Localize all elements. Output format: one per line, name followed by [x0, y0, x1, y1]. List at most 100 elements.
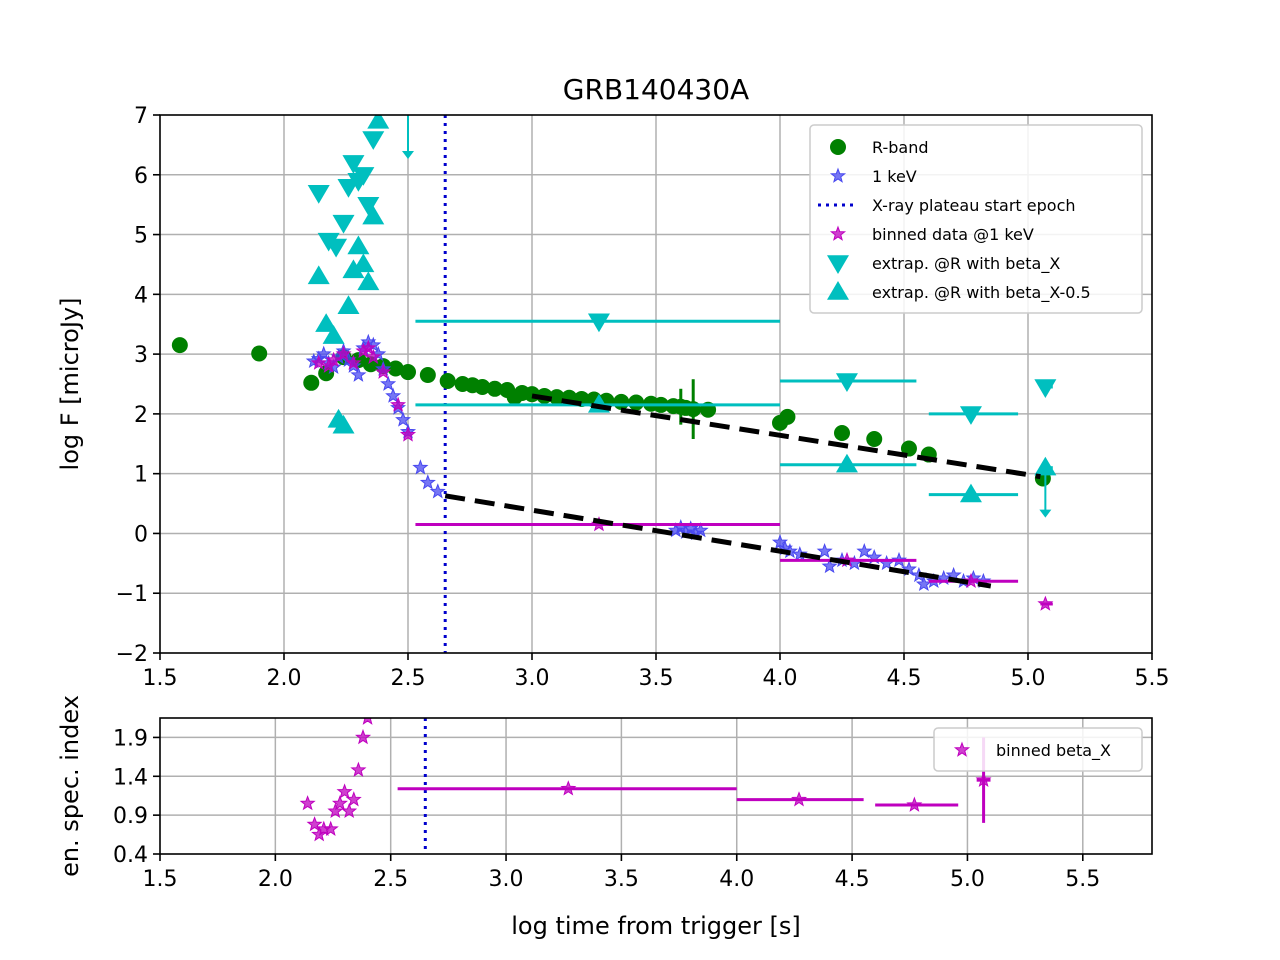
data-point [412, 459, 429, 475]
data-point [380, 375, 397, 391]
data-point [975, 771, 992, 787]
data-point [352, 253, 375, 273]
y-tick-label: 0.9 [113, 804, 148, 829]
y-tick-label: 0.4 [113, 843, 148, 868]
data-point [315, 345, 332, 361]
x-tick-label: 1.5 [143, 867, 178, 892]
series-r-band [171, 337, 1051, 487]
data-point [342, 155, 365, 174]
y-tick-label: −2 [116, 642, 148, 667]
x-tick-label: 3.5 [639, 666, 674, 691]
data-point [303, 374, 320, 391]
data-point [419, 474, 436, 490]
legend-label: X-ray plateau start epoch [872, 196, 1076, 215]
x-tick-label: 5.0 [950, 867, 985, 892]
data-point [306, 816, 323, 832]
x-tick-label: 5.0 [1011, 666, 1046, 691]
data-point [332, 214, 355, 234]
data-point [486, 380, 503, 397]
data-point [336, 783, 353, 799]
x-tick-label: 4.5 [835, 867, 870, 892]
x-tick-label: 3.0 [489, 867, 524, 892]
data-point [325, 351, 342, 367]
legend: R-band 1 keV X-ray plateau start epoch binn… [809, 124, 1143, 314]
data-point [560, 780, 577, 796]
y-tick-label: 6 [134, 164, 148, 189]
data-point [357, 196, 380, 216]
x-tick-label: 5.5 [1065, 867, 1100, 892]
data-point [322, 325, 345, 344]
data-point [906, 796, 923, 812]
data-point [367, 115, 390, 129]
data-point [362, 205, 385, 225]
data-point [439, 373, 456, 390]
x-tick-label: 1.5 [143, 666, 178, 691]
data-point [299, 795, 316, 811]
upper-limit-arrow [402, 151, 414, 159]
data-point [613, 393, 630, 410]
chart-title: GRB140430A [563, 73, 749, 106]
data-point [395, 411, 412, 427]
x-tick-label: 2.5 [373, 867, 408, 892]
data-point [345, 791, 362, 807]
data-point [355, 728, 372, 745]
data-point [628, 394, 645, 411]
data-point [251, 345, 268, 362]
data-point [1037, 595, 1054, 611]
legend-label: 1 keV [872, 167, 917, 186]
legend-label: binned data @1 keV [872, 225, 1034, 244]
data-point [399, 426, 417, 442]
y-tick-label: 2 [134, 403, 148, 428]
data-layer [171, 115, 1057, 653]
legend-marker [829, 225, 847, 241]
data-point [310, 354, 327, 370]
legend-marker [827, 255, 849, 274]
series-extrap-r-with-beta-x [307, 115, 1057, 518]
series-binned-beta-x [299, 718, 992, 842]
x-axis-label: log time from trigger [s] [511, 912, 800, 940]
data-point [307, 265, 330, 285]
series-binned-data-1-kev [310, 339, 1054, 611]
fit-xray-line [444, 493, 992, 589]
y-axis-label: en. spec. index [56, 695, 84, 877]
data-point [385, 387, 402, 403]
data-point [474, 378, 491, 395]
y-tick-label: 1.4 [113, 765, 148, 790]
data-point [337, 295, 360, 314]
axes-frame [159, 717, 1153, 855]
data-point [345, 354, 362, 370]
data-point [365, 348, 382, 364]
data-point [315, 313, 338, 332]
legend-marker [829, 167, 847, 183]
data-point [419, 367, 436, 384]
data-point [548, 389, 565, 406]
x-tick-label: 3.0 [515, 666, 550, 691]
data-point [959, 406, 982, 425]
data-point [347, 235, 370, 255]
x-tick-label: 2.5 [391, 666, 426, 691]
y-tick-label: 1.9 [113, 726, 148, 751]
data-point [834, 425, 850, 442]
data-point [360, 339, 377, 355]
data-point [322, 820, 339, 836]
data-point [866, 430, 883, 447]
data-point [331, 795, 348, 811]
data-point [900, 440, 917, 457]
data-point [856, 542, 873, 559]
y-tick-label: 3 [134, 343, 148, 368]
y-tick-label: 4 [134, 283, 148, 308]
data-point [692, 522, 709, 538]
y-tick-label: −1 [116, 582, 148, 607]
data-point [307, 185, 330, 204]
x-tick-label: 4.0 [719, 867, 754, 892]
data-point [959, 483, 982, 503]
legend-label: extrap. @R with beta_X [872, 254, 1060, 274]
legend-marker [830, 139, 846, 155]
data-point [362, 131, 385, 150]
data-point [327, 802, 344, 819]
fit-optical-line [531, 393, 1041, 480]
data-point [587, 313, 610, 333]
legend-label: R-band [872, 138, 929, 157]
data-point [962, 572, 979, 589]
